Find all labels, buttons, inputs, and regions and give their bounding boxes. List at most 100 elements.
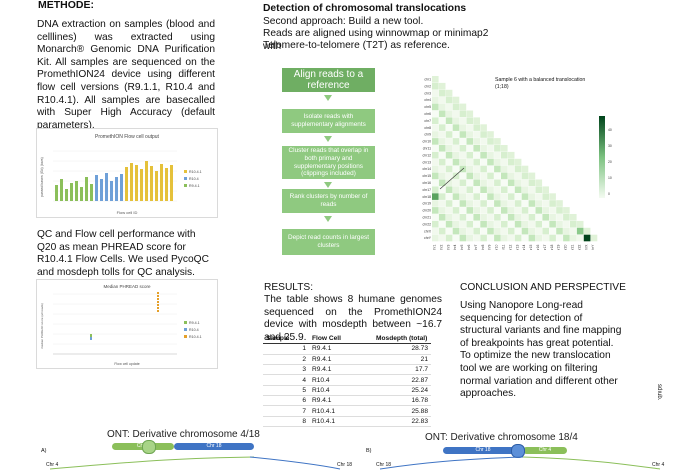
flowcell-bar <box>55 185 58 201</box>
heatmap-cell <box>438 220 446 228</box>
detection-line-1: Second approach: Build a new tool. <box>263 16 424 27</box>
heatmap-cell <box>556 220 563 228</box>
heatmap-cell <box>507 200 515 207</box>
heatmap-cell <box>452 186 460 193</box>
heatmap-cell <box>445 151 453 159</box>
heatmap-cell <box>459 200 467 207</box>
heatmap-cell <box>432 220 439 228</box>
ont-left-bar-b: Chr 18 <box>174 443 254 450</box>
heatmap-row-label: chr22 <box>423 222 432 226</box>
heatmap-cell <box>528 220 536 228</box>
heatmap-row-label: chr6 <box>424 112 431 116</box>
heatmap-cell <box>507 186 515 193</box>
heatmap-cell <box>452 234 460 242</box>
detection-heading: Detection of chromosomal translocations <box>263 3 467 14</box>
table-row: 5 R10.4 25.24 <box>263 385 431 397</box>
heatmap-cell <box>521 207 529 214</box>
heatmap-cell <box>452 227 460 235</box>
flowcell-bars <box>55 161 173 201</box>
heatmap-cell <box>494 179 501 187</box>
cell-mosdepth: 21 <box>373 354 431 365</box>
heatmap-cell <box>445 138 453 145</box>
heatmap-cell <box>514 200 522 207</box>
heatmap-col-label: chr19 <box>557 244 561 250</box>
heatmap-cell <box>466 234 474 242</box>
heatmap-cell <box>487 138 494 145</box>
heatmap-cell <box>445 117 453 124</box>
heatmap-cell <box>487 220 494 228</box>
heatmap-cell <box>528 207 536 214</box>
heatmap-scale-tick: 10 <box>608 176 612 180</box>
heatmap-cell <box>459 227 467 235</box>
heatmap-cell <box>480 158 487 166</box>
conclusion-heading: CONCLUSION AND PERSPECTIVE <box>460 282 626 293</box>
heatmap-cell <box>542 207 549 214</box>
heatmap-cell <box>487 172 494 180</box>
heatmap-cell <box>445 193 453 200</box>
table-row: 7 R10.4.1 25.88 <box>263 405 431 417</box>
heatmap-cell <box>487 145 494 152</box>
heatmap-col-label: chr22 <box>577 244 581 250</box>
heatmap-cell <box>466 165 474 173</box>
heatmap-cell <box>507 151 515 159</box>
heatmap-cell <box>535 207 543 214</box>
heatmap-cell <box>556 214 563 221</box>
heatmap-row-label: chr19 <box>423 202 432 206</box>
heatmap-cell <box>494 138 501 145</box>
heatmap-row-label: chr18 <box>423 195 432 199</box>
heatmap-cell <box>501 207 508 214</box>
heatmap-cell <box>452 214 460 221</box>
heatmap-cell <box>501 158 508 166</box>
heatmap-cell <box>521 165 529 173</box>
heatmap-cell <box>459 138 467 145</box>
ont-right-chr-a: Chr 18 <box>376 462 392 468</box>
heatmap-cell <box>480 124 487 131</box>
phred-score-chart: Median PHREAD score Flow cell update med… <box>36 279 218 369</box>
heatmap-col-label: chr16 <box>536 244 540 250</box>
heatmap-cell <box>542 220 549 228</box>
heatmap-cell <box>473 234 480 242</box>
heatmap-cell <box>466 151 474 159</box>
heatmap-cell <box>438 131 446 138</box>
heatmap-cell <box>507 165 515 173</box>
heatmap-col-label: chr13 <box>515 244 519 250</box>
heatmap-cell <box>521 186 529 193</box>
ont-left-panel-label: A) <box>41 448 47 454</box>
heatmap-cell <box>570 214 577 221</box>
heatmap-cell <box>473 117 480 124</box>
heatmap-cell <box>445 145 453 152</box>
heatmap-cell <box>459 158 467 166</box>
heatmap-row-label: chr16 <box>423 181 432 185</box>
table-row: 6 R9.4.1 16.78 <box>263 395 431 407</box>
legend-swatch <box>184 335 187 338</box>
heatmap-row-label: chrX <box>424 229 432 233</box>
heatmap-cell <box>445 124 453 131</box>
flowcell-bar <box>65 189 68 201</box>
heatmap-cell <box>487 214 494 221</box>
heatmap-cell <box>438 124 446 131</box>
cell-mosdepth: 28.73 <box>373 343 431 355</box>
translocation-pointer-line <box>439 167 465 190</box>
heatmap-cell <box>542 227 549 235</box>
table-row: 8 R10.4.1 22.83 <box>263 416 431 428</box>
heatmap-cell <box>494 220 501 228</box>
cell-flowcell: R10.4.1 <box>309 405 373 417</box>
table-row: 2 R9.4.1 21 <box>263 354 431 365</box>
flow-step-align: Align reads to a reference <box>282 68 375 92</box>
heatmap-row-label: chr17 <box>423 188 432 192</box>
heatmap-cell <box>549 200 556 207</box>
heatmap-cell <box>438 82 446 90</box>
heatmap-cell <box>432 234 439 242</box>
heatmap-cell <box>563 214 570 221</box>
heatmap-cell <box>432 131 439 138</box>
legend-swatch <box>184 170 187 173</box>
heatmap-cell <box>445 165 453 173</box>
heatmap-cell <box>542 200 549 207</box>
heatmap-cell <box>473 124 480 131</box>
heatmap-cell <box>535 227 543 235</box>
legend-label: R10.4.1 <box>189 335 202 339</box>
heatmap-cell <box>501 151 508 159</box>
heatmap-cell <box>438 227 446 235</box>
flowcell-bar <box>60 179 63 201</box>
phred-point <box>157 304 159 306</box>
